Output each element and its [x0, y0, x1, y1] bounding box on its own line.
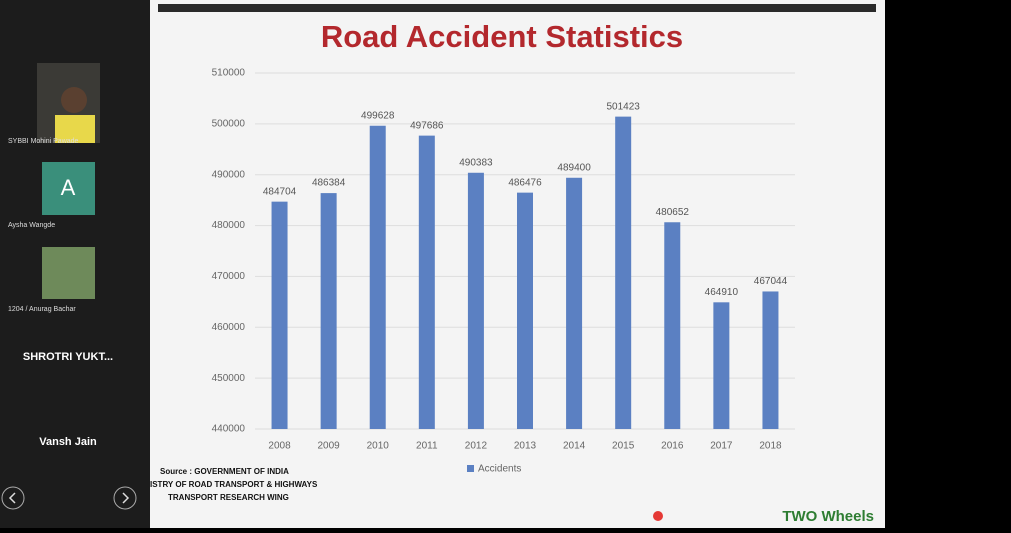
data-label: 489400 [557, 162, 591, 173]
bar [713, 302, 729, 429]
y-tick-label: 500000 [212, 118, 246, 129]
participant-name: 1204 / Anurag Bachar [8, 306, 76, 313]
x-tick-label: 2013 [514, 441, 537, 452]
bar [321, 193, 337, 429]
y-tick-label: 480000 [212, 220, 246, 231]
slide-top-bar [158, 4, 876, 12]
screen: A SYBBI Mohini Pawade Aysha Wangde 1204 … [0, 0, 1011, 528]
bar [615, 117, 631, 429]
y-tick-label: 470000 [212, 271, 246, 282]
x-tick-label: 2014 [563, 441, 586, 452]
avatar-initial: A [61, 175, 76, 200]
bar [468, 173, 484, 429]
data-label: 486384 [312, 178, 346, 189]
bar [370, 126, 386, 429]
legend-label: Accidents [478, 464, 521, 475]
x-tick-label: 2010 [367, 441, 390, 452]
video-tile [42, 247, 95, 299]
x-tick-label: 2015 [612, 441, 635, 452]
page: {"participants": [ {"name": "SYBBI Mohin… [0, 0, 1011, 528]
data-label: 497686 [410, 120, 444, 131]
pointer [653, 511, 663, 521]
x-tick-label: 2016 [661, 441, 684, 452]
y-tick-label: 440000 [212, 424, 246, 435]
bar [664, 222, 680, 429]
source-line: TRANSPORT RESEARCH WING [168, 493, 289, 502]
data-label: 501423 [606, 101, 640, 112]
bar [566, 178, 582, 429]
y-tick-label: 510000 [212, 68, 246, 79]
data-label: 480652 [656, 207, 690, 218]
source-line: ISTRY OF ROAD TRANSPORT & HIGHWAYS [150, 480, 318, 489]
participant-name: SHROTRI YUKT... [23, 351, 113, 363]
data-label: 467044 [754, 276, 788, 287]
x-tick-label: 2018 [759, 441, 782, 452]
y-tick-label: 460000 [212, 322, 246, 333]
data-label: 486476 [508, 177, 542, 188]
x-tick-label: 2012 [465, 441, 488, 452]
participant-name: Aysha Wangde [8, 222, 55, 229]
data-label: 484704 [263, 186, 297, 197]
source-line: Source : GOVERNMENT OF INDIA [160, 467, 289, 476]
data-label: 464910 [705, 287, 739, 298]
person [61, 87, 87, 113]
x-tick-label: 2011 [416, 441, 438, 452]
chart-title: Road Accident Statistics [321, 19, 683, 54]
participant-name: Vansh Jain [39, 436, 97, 448]
bar [762, 291, 778, 429]
footer-text: TWO Wheels [782, 508, 874, 525]
bar [517, 193, 533, 429]
x-tick-label: 2009 [318, 441, 341, 452]
x-tick-label: 2017 [710, 441, 733, 452]
y-tick-label: 450000 [212, 373, 246, 384]
y-tick-label: 490000 [212, 169, 246, 180]
bar [419, 136, 435, 429]
bar [272, 202, 288, 429]
x-tick-label: 2008 [268, 441, 291, 452]
right-panel [885, 0, 1011, 528]
participant-name: SYBBI Mohini Pawade [8, 138, 79, 145]
data-label: 490383 [459, 157, 493, 168]
data-label: 499628 [361, 110, 395, 121]
legend-swatch [467, 465, 474, 472]
